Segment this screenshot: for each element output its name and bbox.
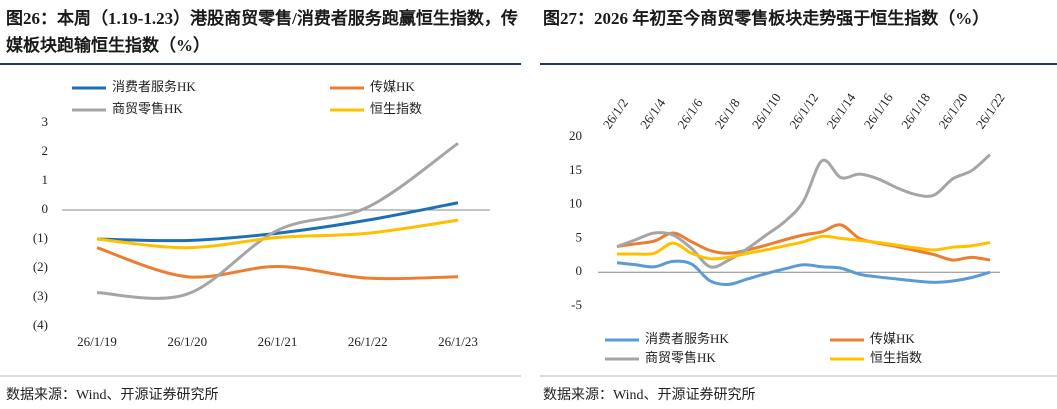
y-tick-label: 15 (569, 162, 582, 177)
legend-label: 商贸零售HK (645, 350, 716, 365)
series-line (616, 234, 991, 261)
y-tick-label: 5 (576, 229, 583, 244)
y-tick-label: 2 (42, 143, 49, 158)
source: 数据来源：Wind、开源证券研究所 (543, 388, 756, 403)
legend-label: 恒生指数 (870, 350, 922, 365)
legend-label: 消费者服务HK (645, 331, 729, 346)
x-tick-label: 26/1/16 (861, 90, 896, 132)
legend-label: 恒生指数 (370, 101, 422, 116)
legend-label: 商贸零售HK (112, 101, 183, 116)
y-tick-label: 10 (569, 196, 582, 211)
legend-label: 消费者服务HK (112, 79, 196, 94)
x-tick-label: 26/1/22 (348, 334, 388, 349)
y-tick-label: 0 (576, 263, 583, 278)
y-tick-label: 1 (42, 172, 49, 187)
x-tick-label: 26/1/12 (786, 90, 821, 131)
legend-label: 传媒HK (370, 79, 415, 94)
series-line (616, 259, 991, 286)
chart-title: 图26：本周（1.19-1.23）港股商贸零售/消费者服务跑赢恒生指数，传媒板块… (6, 9, 518, 55)
y-tick-label: (2) (33, 259, 48, 274)
y-tick-label: (3) (33, 288, 48, 303)
y-tick-label: (4) (33, 317, 48, 332)
series-line (616, 153, 991, 269)
series-line (96, 142, 459, 300)
series-line (96, 201, 459, 243)
y-tick-label: -5 (571, 297, 582, 312)
legend-label: 传媒HK (870, 331, 915, 346)
y-tick-label: (1) (33, 230, 48, 245)
x-tick-label: 26/1/22 (973, 90, 1008, 131)
x-tick-label: 26/1/8 (712, 96, 743, 132)
y-tick-label: 3 (42, 114, 49, 129)
y-tick-label: 0 (42, 201, 49, 216)
y-tick-label: 20 (569, 128, 582, 143)
series-line (96, 218, 459, 250)
series-line (616, 223, 991, 262)
x-tick-label: 26/1/19 (77, 334, 117, 349)
x-tick-label: 26/1/20 (935, 90, 970, 131)
x-tick-label: 26/1/14 (823, 90, 858, 132)
x-tick-label: 26/1/20 (167, 334, 207, 349)
x-tick-label: 26/1/10 (749, 90, 784, 131)
x-tick-label: 26/1/2 (600, 96, 631, 132)
series-line (96, 246, 459, 281)
x-tick-label: 26/1/6 (674, 95, 706, 131)
x-tick-label: 26/1/23 (438, 334, 478, 349)
source: 数据来源：Wind、开源证券研究所 (6, 388, 219, 403)
x-tick-label: 26/1/4 (637, 95, 669, 131)
chart-title: 图27：2026 年初至今商贸零售板块走势强于恒生指数（%） (543, 9, 990, 28)
x-tick-label: 26/1/21 (258, 334, 298, 349)
x-tick-label: 26/1/18 (898, 90, 933, 131)
